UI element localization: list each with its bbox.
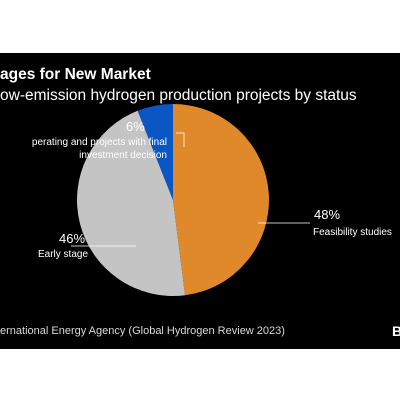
- slice-label-feasibility: Feasibility studies: [313, 227, 392, 238]
- chart-panel: ages for New Market ow-emission hydrogen…: [0, 53, 400, 349]
- data-label-feasibility: 48%: [314, 207, 341, 222]
- data-label-operating: 6%: [126, 119, 145, 134]
- chart-subtitle: ow-emission hydrogen production projects…: [0, 87, 357, 104]
- leader-line-operating: [176, 132, 185, 147]
- slice-label-operating-line-2: investment decision: [79, 150, 167, 161]
- source-note: ernational Energy Agency (Global Hydroge…: [0, 325, 285, 337]
- slice-operating: [137, 104, 173, 200]
- slice-label-operating: perating and projects with final investm…: [32, 136, 167, 162]
- slice-early-stage: [77, 110, 186, 296]
- slice-label-early-stage: Early stage: [38, 249, 89, 260]
- pie-chart: [71, 104, 310, 296]
- slice-label-operating-line-1: perating and projects with final: [31, 137, 167, 148]
- data-label-early-stage: 46%: [59, 231, 86, 246]
- slice-feasibility: [173, 104, 269, 296]
- chart-title: ages for New Market: [0, 66, 151, 83]
- publisher-logo: B: [392, 323, 400, 339]
